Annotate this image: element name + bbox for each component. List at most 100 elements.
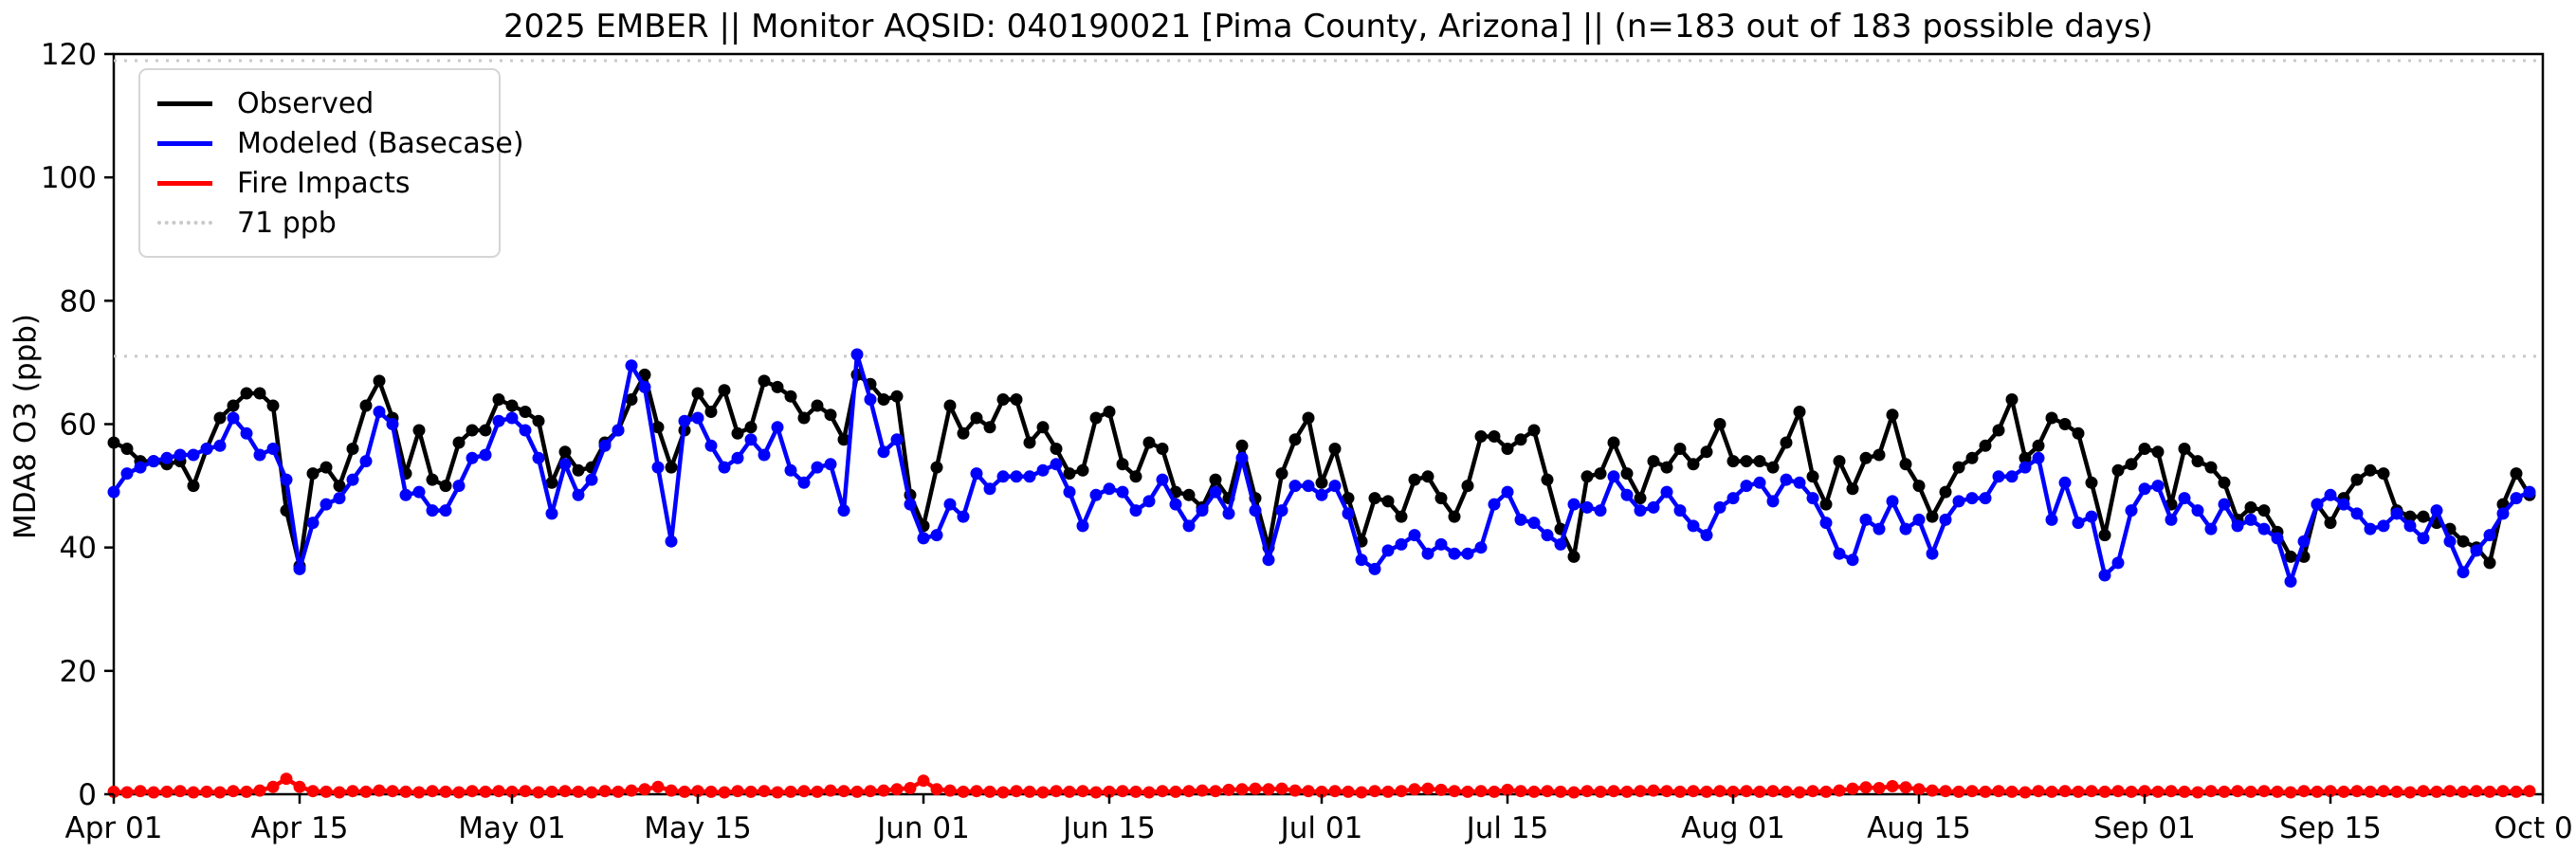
series-marker-modeled-basecase- <box>1182 519 1196 533</box>
series-marker-modeled-basecase- <box>1103 482 1116 496</box>
series-marker-modeled-basecase- <box>306 517 320 530</box>
series-marker-fire-impacts <box>386 785 399 798</box>
series-marker-modeled-basecase- <box>917 532 930 545</box>
series-marker-modeled-basecase- <box>1249 504 1262 517</box>
legend-label: Modeled (Basecase) <box>237 126 524 160</box>
series-marker-modeled-basecase- <box>1315 488 1328 501</box>
series-marker-fire-impacts <box>598 785 612 798</box>
series-marker-observed <box>426 473 439 486</box>
series-marker-fire-impacts <box>1129 785 1142 798</box>
series-marker-fire-impacts <box>1607 785 1620 798</box>
series-marker-fire-impacts <box>1899 781 1912 794</box>
series-marker-fire-impacts <box>426 785 439 798</box>
series-marker-observed <box>1806 470 1819 483</box>
series-marker-modeled-basecase- <box>1926 547 1939 560</box>
series-marker-modeled-basecase- <box>1169 498 1182 511</box>
series-marker-observed <box>784 390 797 403</box>
series-marker-modeled-basecase- <box>2257 522 2271 535</box>
series-marker-observed <box>1886 408 1899 422</box>
series-marker-modeled-basecase- <box>240 426 253 440</box>
series-marker-fire-impacts <box>665 784 678 797</box>
series-marker-fire-impacts <box>2350 785 2364 798</box>
series-marker-fire-impacts <box>1156 785 1169 798</box>
series-marker-modeled-basecase- <box>1965 492 1979 505</box>
series-marker-observed <box>2125 458 2138 471</box>
series-marker-fire-impacts <box>2271 785 2284 798</box>
series-marker-fire-impacts <box>1342 785 1355 798</box>
series-marker-fire-impacts <box>996 786 1010 799</box>
series-marker-observed <box>1527 424 1541 437</box>
legend-label: 71 ppb <box>237 206 337 240</box>
series-marker-observed <box>877 393 890 406</box>
series-marker-modeled-basecase- <box>1196 504 1209 517</box>
series-marker-fire-impacts <box>1846 782 1859 795</box>
series-marker-modeled-basecase- <box>2244 513 2257 526</box>
series-marker-modeled-basecase- <box>2510 492 2523 505</box>
series-marker-fire-impacts <box>1886 780 1899 792</box>
modeled-line-swatch <box>157 140 212 146</box>
series-marker-observed <box>2284 550 2297 563</box>
series-marker-modeled-basecase- <box>1514 513 1527 526</box>
series-marker-observed <box>227 399 240 412</box>
series-marker-fire-impacts <box>253 784 266 797</box>
series-marker-observed <box>2178 443 2191 455</box>
series-marker-modeled-basecase- <box>558 458 572 471</box>
series-marker-observed <box>1381 495 1395 508</box>
series-marker-modeled-basecase- <box>2032 451 2045 464</box>
series-marker-fire-impacts <box>2297 785 2311 798</box>
series-marker-modeled-basecase- <box>943 498 957 511</box>
series-marker-observed <box>466 424 479 437</box>
series-marker-fire-impacts <box>2443 785 2457 798</box>
y-tick-label: 60 <box>60 408 97 443</box>
series-marker-observed <box>558 445 572 459</box>
series-marker-fire-impacts <box>519 785 532 798</box>
series-marker-fire-impacts <box>1554 785 1567 798</box>
series-marker-fire-impacts <box>1992 785 2005 798</box>
series-marker-fire-impacts <box>1620 785 1634 798</box>
series-marker-modeled-basecase- <box>1368 562 1381 575</box>
series-marker-observed <box>1673 443 1687 455</box>
series-marker-modeled-basecase- <box>1939 513 1952 526</box>
series-marker-modeled-basecase- <box>1342 507 1355 520</box>
series-marker-fire-impacts <box>452 786 466 799</box>
series-marker-fire-impacts <box>1448 785 1461 798</box>
series-marker-modeled-basecase- <box>771 421 784 434</box>
series-marker-observed <box>1607 436 1620 449</box>
series-marker-fire-impacts <box>704 785 718 798</box>
series-marker-modeled-basecase- <box>187 448 200 462</box>
series-marker-modeled-basecase- <box>811 461 824 474</box>
series-marker-modeled-basecase- <box>359 455 373 468</box>
series-marker-observed <box>744 421 758 434</box>
series-marker-observed <box>665 461 678 474</box>
series-marker-fire-impacts <box>466 785 479 798</box>
series-marker-modeled-basecase- <box>651 461 665 474</box>
series-marker-observed <box>2457 535 2470 548</box>
series-marker-observed <box>2005 393 2019 406</box>
series-marker-modeled-basecase- <box>1554 537 1567 551</box>
series-marker-modeled-basecase- <box>1156 473 1169 486</box>
series-marker-fire-impacts <box>505 785 519 798</box>
series-marker-fire-impacts <box>2364 785 2377 798</box>
series-marker-modeled-basecase- <box>1063 485 1076 499</box>
series-marker-observed <box>1302 411 1315 425</box>
series-marker-observed <box>1965 451 1979 464</box>
series-marker-fire-impacts <box>1288 784 1302 797</box>
series-marker-modeled-basecase- <box>2005 470 2019 483</box>
series-marker-observed <box>266 399 280 412</box>
series-marker-observed <box>306 467 320 481</box>
series-marker-modeled-basecase- <box>2271 532 2284 545</box>
series-marker-fire-impacts <box>850 785 864 798</box>
series-marker-fire-impacts <box>678 785 691 798</box>
series-marker-fire-impacts <box>1063 785 1076 798</box>
series-marker-fire-impacts <box>2430 785 2443 798</box>
series-marker-fire-impacts <box>1142 786 1156 799</box>
x-tick-label: May 15 <box>644 811 751 845</box>
series-marker-observed <box>1023 436 1036 449</box>
fire-line-swatch <box>157 180 212 186</box>
series-marker-fire-impacts <box>811 785 824 798</box>
series-marker-observed <box>2032 439 2045 452</box>
series-marker-fire-impacts <box>2085 785 2098 798</box>
series-marker-modeled-basecase- <box>2085 510 2098 523</box>
series-marker-modeled-basecase- <box>1620 488 1634 501</box>
